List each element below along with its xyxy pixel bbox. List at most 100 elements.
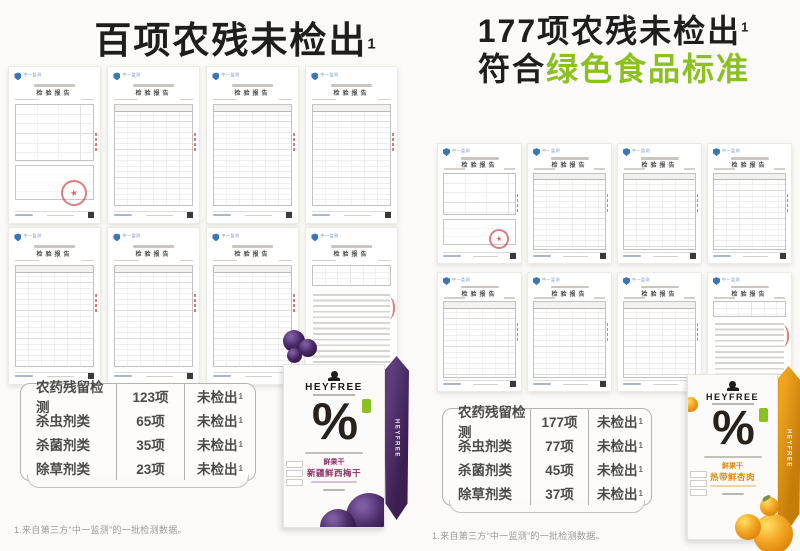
right-title-footnote-marker: 1 [741,19,751,34]
test-report-page-conclusion: 中一监测 检验报告 [305,227,398,385]
report-footer [623,380,696,388]
table-cell: 未检出 1 [197,414,243,429]
report-agency-label: 中一监测 [122,71,141,77]
table-cell: 农药残留检测 [443,405,531,440]
report-footer [443,380,516,388]
report-meta-bar [683,297,696,299]
lab-logo-icon [311,233,319,242]
test-report-page: 中一监测 检验报告 [8,227,101,385]
report-meta-bar [713,168,736,170]
report-side-mark [786,193,789,214]
nutrition-labels [286,461,303,488]
lab-logo-icon [212,72,220,81]
report-results-table [533,172,606,250]
report-side-mark [95,293,97,314]
product-name: 鲜果干 新疆鲜西梅干 [306,458,361,478]
right-title-line2: 符合绿色食品标准 [477,50,751,87]
report-meta-bar [179,259,193,262]
report-title: 检验报告 [731,163,768,170]
report-company-line [640,285,679,289]
table-cell: 未检出 1 [197,390,243,405]
report-footer [533,252,606,260]
report-meta-bar [377,259,391,262]
report-meta-bar [179,98,193,101]
report-meta-bar [683,168,696,170]
percent-logo-row: % [688,404,777,454]
left-residue-summary-table: 农药残留检测 123项 未检出 1 杀虫剂类 65项 未检出 1 杀菌剂类 35项 … [20,380,256,488]
report-meta-bar [713,297,736,299]
table-cell: 农药残留检测 [21,380,117,415]
test-report-page: 中一监测 检验报告 [617,272,702,392]
table-cell: 45项 [531,457,589,481]
report-meta-bar [773,297,786,299]
report-title: 检验报告 [135,91,172,98]
report-footer [212,211,293,219]
report-company-line [33,84,76,87]
report-footer [113,211,194,219]
report-agency-label: 中一监测 [631,147,650,153]
table-cell: 未检出 1 [597,487,643,502]
test-report-page-cover: 中一监测 检验报告 ★ [437,143,522,264]
test-report-page: 中一监测 检验报告 [707,143,792,264]
left-title-footnote-marker: 1 [367,36,378,53]
right-title-line1: 177项农残未检出1 [477,12,751,49]
report-title: 检验报告 [551,163,588,170]
report-meta-bar [312,259,337,262]
report-meta-bar [312,98,337,101]
report-agency-label: 中一监测 [451,276,470,282]
report-meta-bar [593,297,606,299]
right-residue-summary-table: 农药残留检测 177项 未检出 1 杀虫剂类 77项 未检出 1 杀菌剂类 45项 … [442,405,652,513]
test-report-page: 中一监测 检验报告 [437,272,522,392]
report-agency-label: 中一监测 [23,232,42,238]
report-meta-bar [80,259,94,262]
product-name: 鲜果干 热带鲜杏肉 [709,463,755,483]
report-company-line [330,245,373,248]
report-meta-bar [533,168,556,170]
test-report-page: 中一监测 检验报告 [206,66,299,224]
report-company-line [132,245,175,248]
report-agency-label: 中一监测 [721,147,740,153]
product-bag-apricot: HEYFREE HEYFREE % 鲜果干 热带鲜杏肉 [687,362,800,551]
plum-image [287,348,302,363]
report-agency-label: 中一监测 [631,276,650,282]
table-cell: 未检出 1 [597,415,643,430]
report-company-line [132,84,175,87]
brand-underline [711,403,754,405]
test-report-page: 中一监测 检验报告 [527,143,612,264]
qr-code-icon [88,212,95,219]
table-cell: 未检出 1 [597,439,643,454]
report-footer [113,372,194,380]
apricot-image [760,497,779,516]
report-meta-bar [443,297,466,299]
report-side-mark [95,132,97,153]
report-side-mark [392,132,394,153]
table-cell: 除草剂类 [21,456,117,480]
table-cell: 35项 [117,432,185,456]
mascot-icon [726,381,739,391]
left-title-text: 百项农残未检出 [94,20,368,61]
brand-logo-text: HEYFREE [705,392,759,402]
report-results-table [623,172,696,250]
lab-logo-icon [532,277,540,286]
report-remark-box: ★ [14,165,95,209]
report-results-table [533,301,606,379]
report-meta-bar [533,297,556,299]
net-weight-bar [323,488,345,491]
report-meta-bar [503,297,516,299]
report-company-line [33,245,76,248]
report-results-table [212,265,293,367]
report-company-line [730,157,769,160]
table-cell: 未检出 1 [597,463,643,478]
green-claim-badge [759,407,768,422]
report-meta-bar [278,98,292,101]
apricot-image [688,397,698,412]
report-side-mark [696,193,699,214]
report-footer [14,211,95,219]
report-meta-bar [377,98,391,101]
report-company-line [231,84,274,87]
test-report-page: 中一监测 检验报告 [527,272,612,392]
qr-code-icon [385,212,392,219]
percent-logo: % [311,392,358,451]
table-cell: 23项 [117,456,185,480]
report-side-mark [194,293,196,314]
